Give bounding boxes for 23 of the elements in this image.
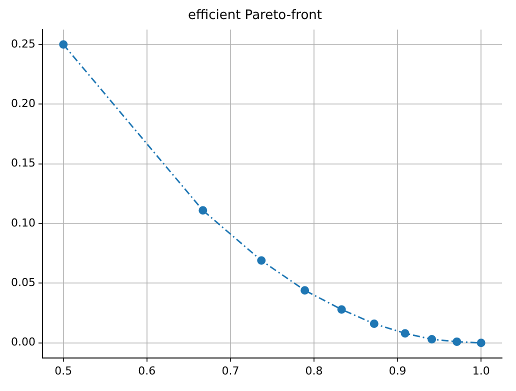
y-tick-label: 0.05: [10, 276, 36, 290]
x-tick-label: 1.0: [472, 364, 490, 378]
y-tick-label: 0.25: [10, 37, 36, 50]
point: [300, 286, 310, 295]
y-tick-label: 0.20: [10, 97, 36, 110]
point: [428, 335, 436, 344]
point: [370, 320, 378, 328]
y-tick-label: 0.00: [10, 336, 36, 349]
point: [452, 337, 462, 346]
y-tick-label: 0.15: [10, 156, 36, 170]
x-tick-label: 0.5: [54, 364, 72, 378]
chart-title: efficient Pareto-front: [188, 8, 322, 24]
point: [400, 329, 410, 338]
point: [59, 40, 68, 49]
x-tick-label: 0.8: [305, 364, 323, 378]
point: [337, 305, 346, 314]
x-tick-label: 0.6: [138, 364, 156, 378]
x-tick-label: 0.7: [222, 364, 240, 378]
point: [198, 206, 208, 215]
x-tick-label: 0.9: [388, 364, 406, 378]
y-tick-label: 0.10: [10, 216, 36, 230]
point: [476, 338, 486, 348]
point: [257, 256, 266, 265]
